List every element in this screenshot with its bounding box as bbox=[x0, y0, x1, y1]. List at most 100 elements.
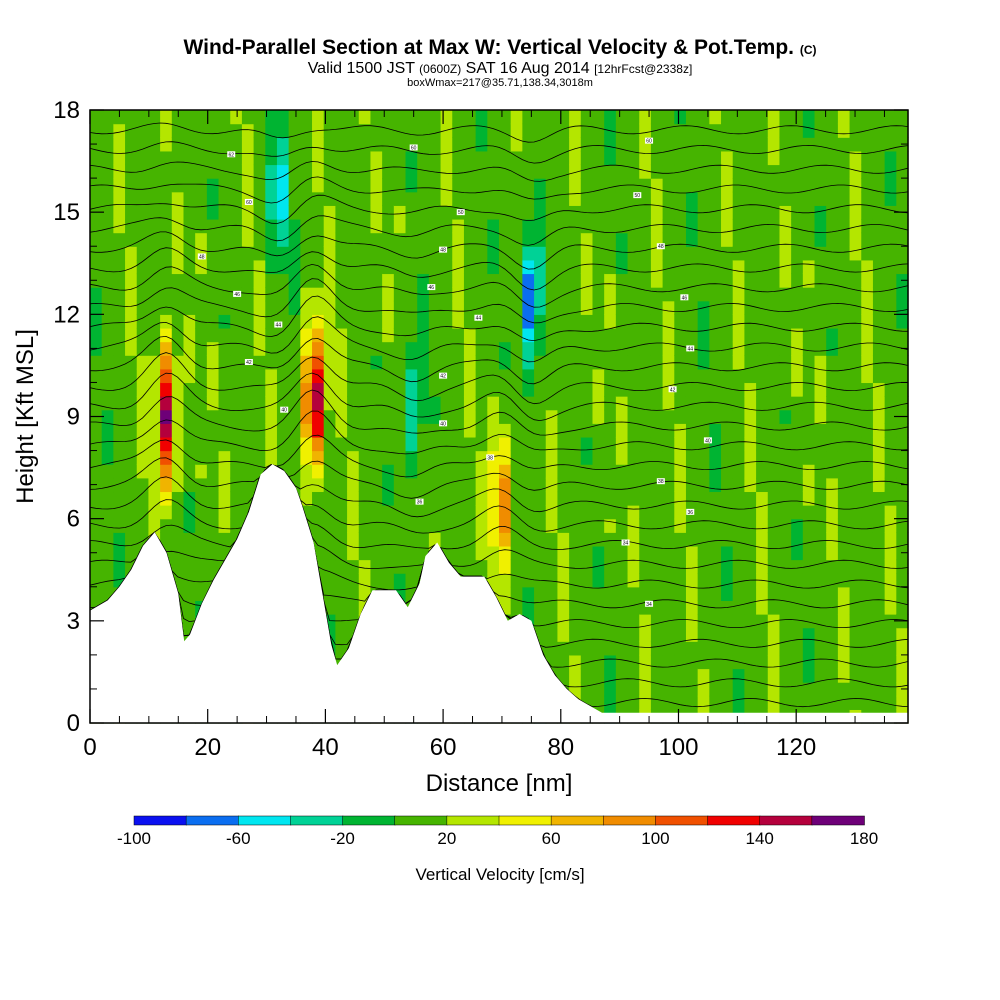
contour-label-box bbox=[227, 151, 236, 158]
field-cell bbox=[241, 205, 255, 220]
field-cell bbox=[136, 259, 150, 275]
field-cell bbox=[370, 423, 383, 438]
field-cell bbox=[218, 314, 231, 329]
field-cell bbox=[756, 218, 769, 234]
field-cell bbox=[802, 436, 816, 452]
field-cell bbox=[674, 641, 687, 656]
field-cell bbox=[872, 695, 886, 710]
field-cell bbox=[837, 137, 851, 152]
field-cell bbox=[721, 150, 734, 166]
field-cell bbox=[218, 137, 231, 152]
field-cell bbox=[323, 450, 336, 465]
field-cell bbox=[650, 327, 664, 343]
field-cell bbox=[463, 300, 477, 315]
field-cell bbox=[744, 191, 757, 206]
field-cell bbox=[428, 259, 442, 275]
field-cell bbox=[569, 450, 582, 465]
field-cell bbox=[569, 382, 582, 397]
field-cell bbox=[615, 259, 629, 275]
field-cell bbox=[90, 464, 103, 479]
field-cell bbox=[276, 110, 290, 125]
field-cell bbox=[475, 123, 488, 138]
field-cell bbox=[580, 614, 594, 629]
field-cell bbox=[802, 641, 816, 656]
field-cell bbox=[814, 341, 827, 356]
field-cell bbox=[90, 423, 103, 438]
field-cell bbox=[615, 382, 629, 397]
field-cell bbox=[90, 300, 103, 315]
field-cell bbox=[674, 191, 687, 206]
field-cell bbox=[861, 409, 874, 424]
field-cell bbox=[300, 191, 313, 206]
field-cell bbox=[452, 545, 465, 561]
field-cell bbox=[697, 314, 710, 329]
field-cell bbox=[323, 150, 336, 166]
field-cell bbox=[685, 164, 699, 179]
field-cell bbox=[125, 232, 138, 247]
field-cell bbox=[370, 287, 383, 302]
valid-time: Valid 1500 JST bbox=[307, 60, 415, 77]
field-cell bbox=[452, 137, 465, 152]
field-cell bbox=[230, 505, 243, 520]
field-cell bbox=[639, 614, 652, 629]
field-cell bbox=[744, 259, 757, 275]
field-cell bbox=[744, 423, 757, 438]
field-cell bbox=[125, 505, 138, 520]
field-cell bbox=[452, 355, 465, 370]
field-cell bbox=[113, 436, 126, 452]
field-cell bbox=[557, 205, 570, 220]
field-cell bbox=[604, 150, 617, 166]
field-cell bbox=[370, 559, 383, 574]
field-cell bbox=[662, 518, 675, 533]
field-cell bbox=[662, 396, 675, 411]
contour-label-box bbox=[656, 243, 665, 250]
field-cell bbox=[417, 246, 430, 261]
field-cell bbox=[732, 641, 745, 656]
field-cell bbox=[463, 110, 477, 125]
field-cell bbox=[709, 164, 722, 179]
field-cell bbox=[802, 137, 816, 152]
field-cell bbox=[499, 491, 512, 506]
field-cell bbox=[218, 287, 231, 302]
field-cell bbox=[382, 559, 395, 574]
field-cell bbox=[557, 505, 570, 520]
field-cell bbox=[241, 341, 255, 356]
field-cell bbox=[709, 491, 722, 506]
field-cell bbox=[569, 505, 582, 520]
field-cell bbox=[569, 614, 582, 629]
field-cell bbox=[604, 110, 617, 125]
field-cell bbox=[662, 450, 675, 465]
field-cell bbox=[837, 341, 851, 356]
field-cell bbox=[580, 668, 594, 683]
contour-label: 48 bbox=[658, 244, 664, 250]
field-cell bbox=[826, 668, 839, 683]
field-cell bbox=[685, 450, 699, 465]
field-cell bbox=[674, 382, 687, 397]
field-cell bbox=[113, 178, 126, 193]
field-cell bbox=[101, 423, 114, 438]
field-cell bbox=[849, 137, 862, 152]
field-cell bbox=[639, 246, 652, 261]
field-cell bbox=[802, 396, 816, 411]
field-cell bbox=[101, 150, 114, 166]
field-cell bbox=[405, 287, 418, 302]
field-cell bbox=[767, 586, 781, 601]
field-cell bbox=[756, 641, 769, 656]
field-cell bbox=[861, 464, 874, 479]
field-cell bbox=[417, 477, 430, 493]
contour-label-box bbox=[703, 437, 712, 444]
field-cell bbox=[113, 355, 126, 370]
field-cell bbox=[849, 695, 862, 710]
field-cell bbox=[697, 178, 710, 193]
field-cell bbox=[417, 450, 430, 465]
field-cell bbox=[253, 341, 266, 356]
field-cell bbox=[300, 314, 313, 329]
field-cell bbox=[650, 423, 664, 438]
field-cell bbox=[756, 232, 769, 247]
x-tick-label: 20 bbox=[194, 734, 221, 761]
field-cell bbox=[171, 150, 185, 166]
field-cell bbox=[160, 150, 173, 166]
field-cell bbox=[475, 232, 488, 247]
field-cell bbox=[113, 314, 126, 329]
